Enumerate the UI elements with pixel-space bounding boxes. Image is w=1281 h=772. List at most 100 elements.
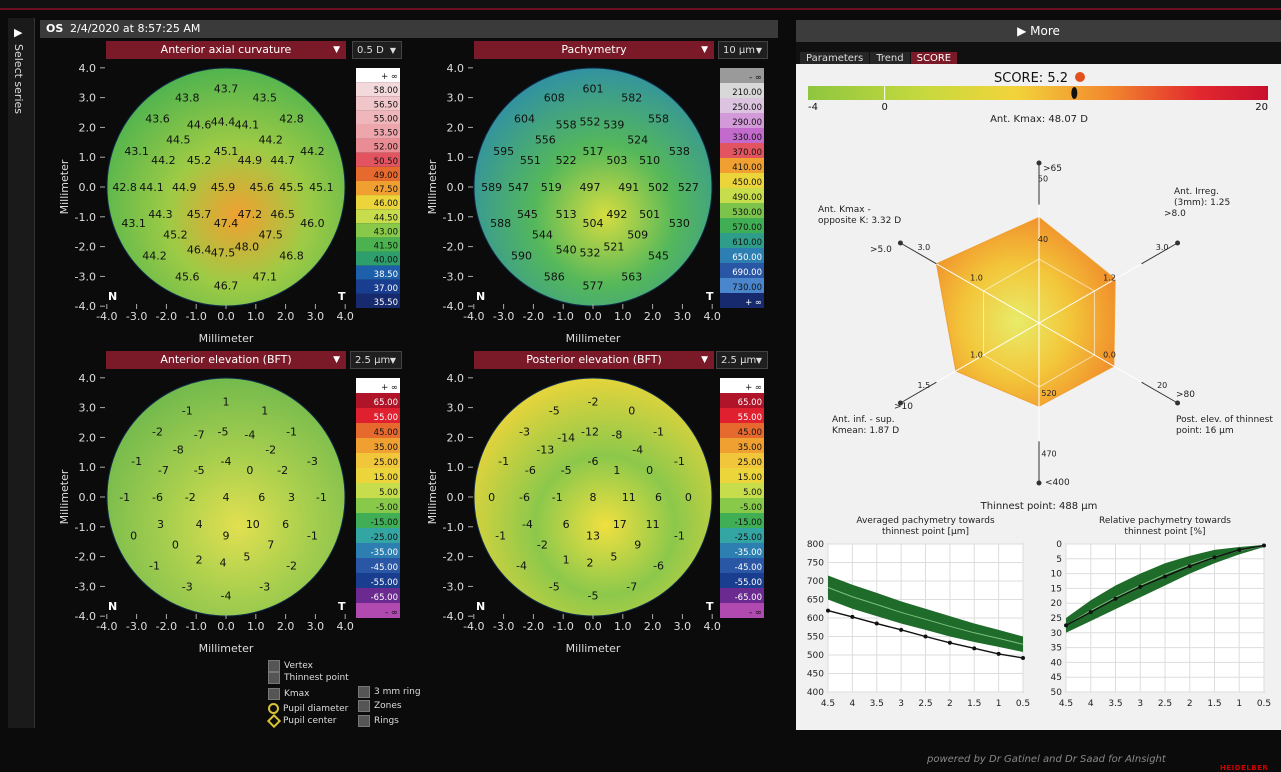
color-scale-label: 53.50 bbox=[374, 129, 398, 139]
color-scale-swatch bbox=[356, 393, 400, 408]
tab-score[interactable]: SCORE bbox=[910, 52, 958, 65]
expand-arrow-icon[interactable]: ▶ bbox=[14, 26, 23, 39]
radar-axis-outer bbox=[900, 242, 937, 265]
map-value: 42.8 bbox=[279, 112, 304, 125]
brand-logo: HEIDELBER bbox=[1220, 764, 1269, 772]
map-value: -5 bbox=[588, 589, 599, 602]
pupil-diameter-toggle[interactable]: Pupil diameter bbox=[268, 703, 348, 714]
map-value: -3 bbox=[307, 455, 318, 468]
tab-parameters[interactable]: Parameters bbox=[800, 52, 870, 65]
map-selector-anterior-axial[interactable]: Anterior axial curvature ▼ bbox=[106, 41, 346, 59]
map-value: 586 bbox=[544, 270, 565, 283]
map-value: 43.5 bbox=[252, 92, 277, 105]
color-scale-swatch bbox=[720, 203, 764, 218]
color-scale-swatch bbox=[356, 110, 400, 125]
vertex-toggle[interactable]: Vertex bbox=[268, 660, 313, 672]
color-scale-label: 370.00 bbox=[732, 148, 762, 158]
radar-axis-arrow bbox=[1036, 160, 1042, 166]
map-value: 45.6 bbox=[250, 181, 275, 194]
zones-toggle[interactable]: Zones bbox=[358, 700, 402, 712]
x-tick-label: -2.0 bbox=[523, 310, 544, 323]
x-tick-label: 1.0 bbox=[247, 620, 265, 633]
checkbox[interactable] bbox=[358, 686, 370, 698]
map-value: -2 bbox=[265, 443, 276, 456]
map-value: -4 bbox=[244, 428, 255, 441]
scale-value: 2.5 µm bbox=[355, 355, 391, 366]
map-value: 7 bbox=[267, 539, 274, 552]
map-value: 2 bbox=[196, 554, 203, 567]
x-tick-label: -3.0 bbox=[126, 620, 147, 633]
scale-selector-anterior-elevation[interactable]: 2.5 µm ▼ bbox=[350, 351, 402, 369]
x-tick-label: -1.0 bbox=[185, 310, 206, 323]
checkbox[interactable] bbox=[358, 715, 370, 727]
color-scale-label: -15.00 bbox=[735, 518, 762, 528]
map-value: 44.2 bbox=[258, 133, 283, 146]
checkbox[interactable] bbox=[358, 700, 370, 712]
color-scale-label: 50.50 bbox=[374, 157, 398, 167]
y-tick-label: 0.0 bbox=[79, 181, 97, 194]
patient-data-point bbox=[874, 621, 879, 626]
checkbox[interactable] bbox=[268, 660, 280, 672]
checkbox[interactable] bbox=[268, 688, 280, 700]
pupil-center-toggle[interactable]: Pupil center bbox=[266, 713, 337, 729]
y-tick-label: -2.0 bbox=[443, 551, 464, 564]
score-marker bbox=[1071, 87, 1078, 99]
chart-y-tick: 15 bbox=[1051, 584, 1062, 594]
y-tick-label: -1.0 bbox=[75, 521, 96, 534]
map-value: 497 bbox=[580, 181, 601, 194]
color-scale-swatch bbox=[720, 468, 764, 483]
thinnest-point-toggle[interactable]: Thinnest point bbox=[268, 672, 349, 684]
color-scale-swatch bbox=[356, 603, 400, 618]
scale-value: 0.5 D bbox=[357, 45, 384, 56]
color-scale-swatch bbox=[720, 558, 764, 573]
color-scale-label: + ∞ bbox=[381, 72, 398, 82]
scale-selector-posterior-elevation[interactable]: 2.5 µm ▼ bbox=[716, 351, 768, 369]
scale-selector-pachymetry[interactable]: 10 µm ▼ bbox=[718, 41, 768, 59]
patient-data-point bbox=[1064, 623, 1068, 628]
y-tick-label: -3.0 bbox=[443, 580, 464, 593]
map-value: 1 bbox=[223, 396, 230, 409]
rings-toggle[interactable]: Rings bbox=[358, 715, 399, 727]
map-value: 5 bbox=[610, 551, 617, 564]
color-scale-swatch bbox=[720, 113, 764, 128]
color-scale-label: 40.00 bbox=[374, 256, 398, 266]
color-scale-swatch bbox=[356, 513, 400, 528]
radar-axis-label: Post. elev. of thinnest bbox=[1176, 415, 1273, 425]
map-selector-pachymetry[interactable]: Pachymetry ▼ bbox=[474, 41, 714, 59]
chevron-down-icon: ▼ bbox=[701, 355, 708, 365]
map-value: -1 bbox=[286, 425, 297, 438]
map-value: 3 bbox=[288, 491, 295, 504]
radar-axis-arrow bbox=[897, 400, 903, 406]
map-value: 0 bbox=[172, 539, 179, 552]
y-tick-label: -3.0 bbox=[75, 580, 96, 593]
select-series-panel[interactable]: ▶ Select series bbox=[8, 18, 35, 728]
kmax-toggle[interactable]: Kmax bbox=[268, 688, 310, 700]
map-value: -2 bbox=[537, 539, 548, 552]
select-series-label[interactable]: Select series bbox=[12, 44, 25, 115]
checkbox[interactable] bbox=[268, 672, 280, 684]
score-scale-zero: 0 bbox=[881, 102, 887, 113]
map-value: 577 bbox=[583, 279, 604, 292]
scale-selector-anterior-axial[interactable]: 0.5 D ▼ bbox=[352, 41, 402, 59]
y-tick-label: -3.0 bbox=[443, 270, 464, 283]
color-scale-label: 46.00 bbox=[374, 199, 398, 209]
y-tick-label: -4.0 bbox=[75, 610, 96, 623]
color-scale-swatch bbox=[356, 528, 400, 543]
tab-trend[interactable]: Trend bbox=[870, 52, 910, 65]
color-scale-swatch bbox=[356, 138, 400, 153]
x-axis-label: Millimeter bbox=[199, 642, 254, 655]
color-scale-label: - ∞ bbox=[749, 73, 762, 83]
more-button[interactable]: ▶ More bbox=[796, 20, 1281, 42]
map-selector-anterior-elevation[interactable]: Anterior elevation (BFT) ▼ bbox=[106, 351, 346, 369]
color-scale-swatch bbox=[356, 483, 400, 498]
y-tick-label: 2.0 bbox=[447, 121, 465, 134]
color-scale-legend: + ∞ 58.00 56.50 55.00 53.50 52.00 50.50 49.00 47… bbox=[356, 68, 400, 308]
x-tick-label: 0.0 bbox=[584, 310, 602, 323]
map-value: 46.8 bbox=[279, 250, 304, 263]
ring-3mm-toggle[interactable]: 3 mm ring bbox=[358, 686, 421, 698]
color-scale-label: -45.00 bbox=[735, 563, 762, 573]
color-scale-label: -5.00 bbox=[740, 503, 762, 513]
map-selector-posterior-elevation[interactable]: Posterior elevation (BFT) ▼ bbox=[474, 351, 714, 369]
x-tick-label: -4.0 bbox=[96, 310, 117, 323]
chart-x-tick: 4.5 bbox=[1059, 699, 1073, 709]
